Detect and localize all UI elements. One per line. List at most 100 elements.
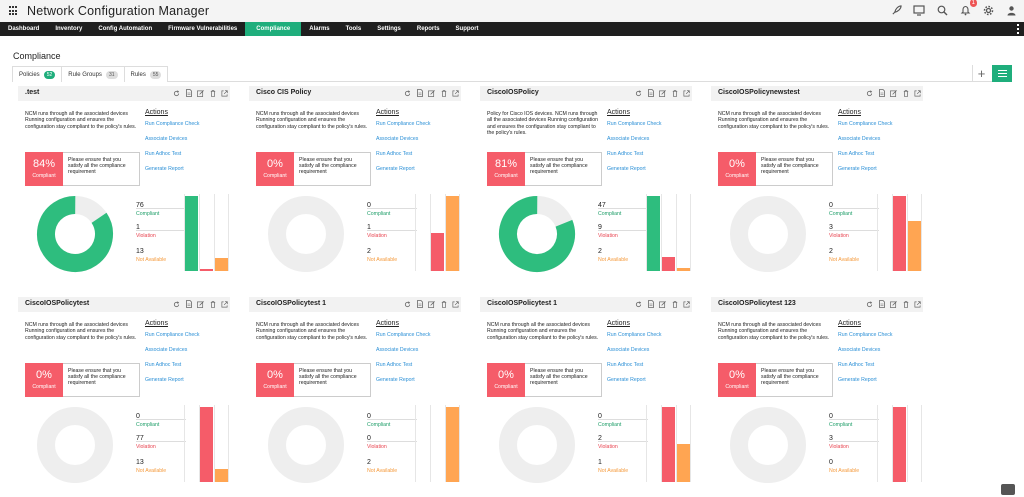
pdf-icon[interactable] (185, 300, 192, 308)
bell-icon[interactable]: 1 (958, 0, 977, 17)
edit-icon[interactable] (890, 89, 897, 97)
gear-icon[interactable] (981, 3, 995, 17)
tab-rule-groups[interactable]: Rule Groups 31 (62, 66, 125, 82)
pdf-icon[interactable] (416, 89, 423, 97)
delete-icon[interactable] (671, 300, 678, 308)
edit-icon[interactable] (659, 89, 666, 97)
refresh-icon[interactable] (866, 89, 873, 97)
nav-settings[interactable]: Settings (377, 26, 401, 32)
open-external-icon[interactable] (683, 89, 690, 97)
open-external-icon[interactable] (452, 89, 459, 97)
tab-policies[interactable]: Policies 52 (12, 66, 63, 82)
pdf-icon[interactable] (647, 300, 654, 308)
generate-report-link[interactable]: Generate Report (145, 377, 184, 383)
run-adhoc-test-link[interactable]: Run Adhoc Test (607, 151, 644, 157)
divider (829, 441, 879, 442)
edit-icon[interactable] (890, 300, 897, 308)
search-icon[interactable] (935, 3, 949, 17)
edit-icon[interactable] (428, 300, 435, 308)
policy-description: NCM runs through all the associated devi… (718, 322, 830, 341)
associate-devices-link[interactable]: Associate Devices (376, 347, 419, 353)
edit-icon[interactable] (428, 89, 435, 97)
list-view-button[interactable] (992, 65, 1012, 82)
associate-devices-link[interactable]: Associate Devices (607, 136, 650, 142)
generate-report-link[interactable]: Generate Report (376, 166, 415, 172)
pdf-icon[interactable] (185, 89, 192, 97)
refresh-icon[interactable] (866, 300, 873, 308)
compliance-percent: 81% (494, 158, 518, 170)
generate-report-link[interactable]: Generate Report (376, 377, 415, 383)
refresh-icon[interactable] (635, 300, 642, 308)
run-adhoc-test-link[interactable]: Run Adhoc Test (607, 362, 644, 368)
nav-dashboard[interactable]: Dashboard (8, 26, 40, 32)
delete-icon[interactable] (902, 89, 909, 97)
run-adhoc-test-link[interactable]: Run Adhoc Test (376, 362, 413, 368)
run-compliance-check-link[interactable]: Run Compliance Check (145, 121, 200, 127)
generate-report-link[interactable]: Generate Report (838, 377, 877, 383)
delete-icon[interactable] (440, 89, 447, 97)
pdf-icon[interactable] (416, 300, 423, 308)
refresh-icon[interactable] (173, 300, 180, 308)
generate-report-link[interactable]: Generate Report (607, 166, 646, 172)
run-compliance-check-link[interactable]: Run Compliance Check (376, 332, 431, 338)
run-adhoc-test-link[interactable]: Run Adhoc Test (145, 151, 182, 157)
pdf-icon[interactable] (647, 89, 654, 97)
add-policy-button[interactable]: + (972, 65, 990, 82)
run-compliance-check-link[interactable]: Run Compliance Check (607, 121, 662, 127)
nav-inventory[interactable]: Inventory (55, 26, 83, 32)
open-external-icon[interactable] (452, 300, 459, 308)
delete-icon[interactable] (440, 300, 447, 308)
compliance-donut-chart (37, 407, 113, 483)
app-grid-icon[interactable] (9, 6, 19, 16)
nav-config-automation[interactable]: Config Automation (98, 26, 153, 32)
run-adhoc-test-link[interactable]: Run Adhoc Test (838, 362, 875, 368)
generate-report-link[interactable]: Generate Report (607, 377, 646, 383)
associate-devices-link[interactable]: Associate Devices (145, 136, 188, 142)
refresh-icon[interactable] (635, 89, 642, 97)
refresh-icon[interactable] (173, 89, 180, 97)
nav-support[interactable]: Support (455, 26, 479, 32)
run-compliance-check-link[interactable]: Run Compliance Check (376, 121, 431, 127)
associate-devices-link[interactable]: Associate Devices (145, 347, 188, 353)
open-external-icon[interactable] (221, 300, 228, 308)
open-external-icon[interactable] (914, 89, 921, 97)
rocket-icon[interactable] (889, 3, 903, 17)
run-adhoc-test-link[interactable]: Run Adhoc Test (838, 151, 875, 157)
refresh-icon[interactable] (404, 300, 411, 308)
run-compliance-check-link[interactable]: Run Compliance Check (838, 121, 893, 127)
pdf-icon[interactable] (878, 89, 885, 97)
open-external-icon[interactable] (221, 89, 228, 97)
nav-compliance[interactable]: Compliance (245, 22, 302, 36)
delete-icon[interactable] (209, 300, 216, 308)
generate-report-link[interactable]: Generate Report (838, 166, 877, 172)
nav-tools[interactable]: Tools (345, 26, 362, 32)
edit-icon[interactable] (197, 300, 204, 308)
user-icon[interactable] (1004, 3, 1018, 17)
pdf-icon[interactable] (878, 300, 885, 308)
open-external-icon[interactable] (914, 300, 921, 308)
run-compliance-check-link[interactable]: Run Compliance Check (145, 332, 200, 338)
tab-rules[interactable]: Rules 55 (124, 66, 169, 82)
monitor-icon[interactable] (912, 3, 926, 17)
nav-alarms[interactable]: Alarms (309, 26, 330, 32)
associate-devices-link[interactable]: Associate Devices (838, 347, 881, 353)
delete-icon[interactable] (902, 300, 909, 308)
edit-icon[interactable] (197, 89, 204, 97)
chat-icon[interactable] (1001, 484, 1015, 495)
edit-icon[interactable] (659, 300, 666, 308)
delete-icon[interactable] (209, 89, 216, 97)
more-menu-icon[interactable] (1017, 24, 1020, 34)
run-adhoc-test-link[interactable]: Run Adhoc Test (376, 151, 413, 157)
associate-devices-link[interactable]: Associate Devices (376, 136, 419, 142)
run-adhoc-test-link[interactable]: Run Adhoc Test (145, 362, 182, 368)
associate-devices-link[interactable]: Associate Devices (607, 347, 650, 353)
generate-report-link[interactable]: Generate Report (145, 166, 184, 172)
refresh-icon[interactable] (404, 89, 411, 97)
run-compliance-check-link[interactable]: Run Compliance Check (838, 332, 893, 338)
run-compliance-check-link[interactable]: Run Compliance Check (607, 332, 662, 338)
nav-reports[interactable]: Reports (416, 26, 440, 32)
open-external-icon[interactable] (683, 300, 690, 308)
nav-firmware-vulnerabilities[interactable]: Firmware Vulnerabilities (168, 26, 238, 32)
associate-devices-link[interactable]: Associate Devices (838, 136, 881, 142)
delete-icon[interactable] (671, 89, 678, 97)
